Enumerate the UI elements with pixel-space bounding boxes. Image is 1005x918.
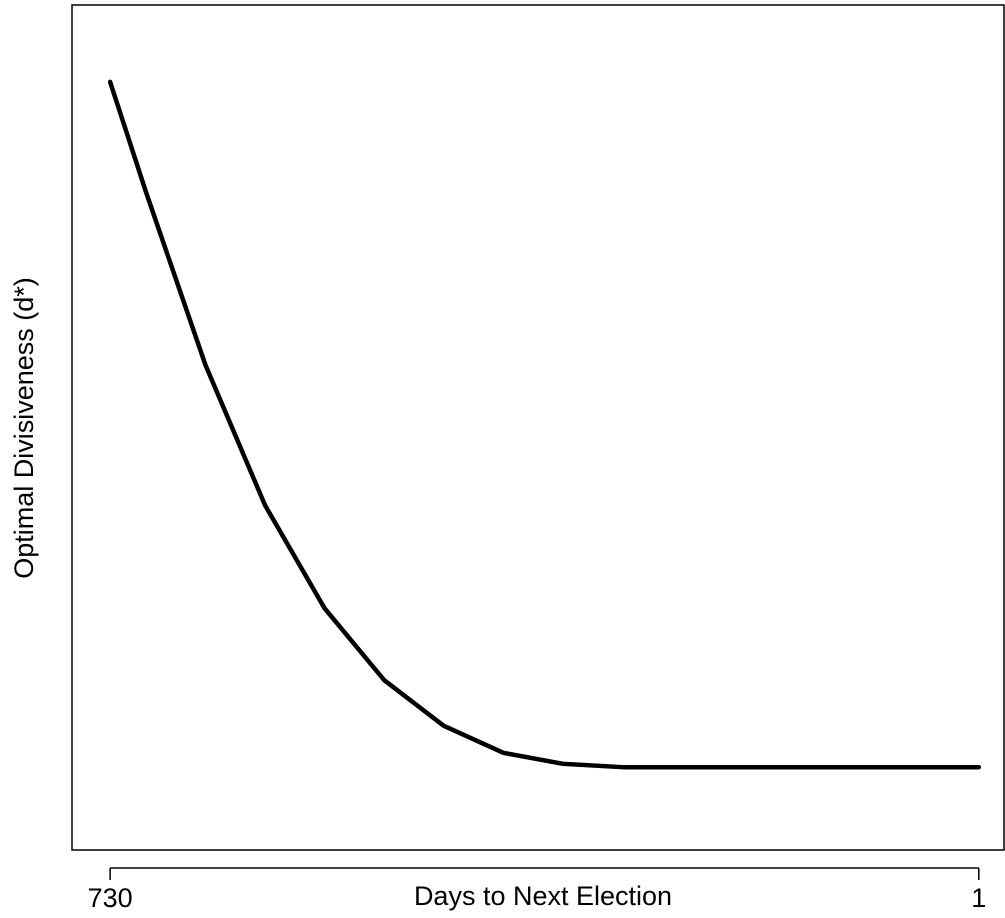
x-axis-label: Days to Next Election bbox=[414, 881, 672, 911]
y-axis-label: Optimal Divisiveness (d*) bbox=[9, 277, 39, 579]
x-tick-label: 730 bbox=[88, 883, 133, 913]
plot-box bbox=[71, 4, 1005, 851]
x-tick-label: 1 bbox=[971, 883, 986, 913]
line bbox=[107, 79, 982, 770]
